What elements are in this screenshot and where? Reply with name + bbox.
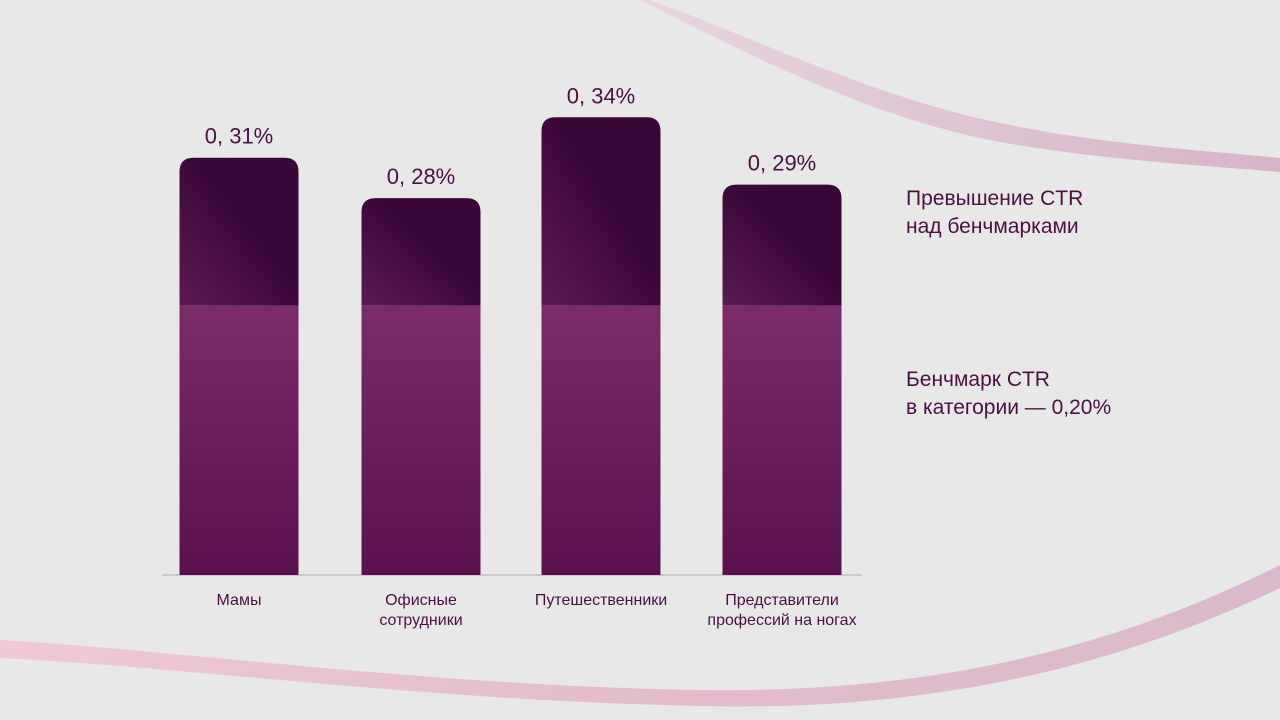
bar-value-label: 0, 31% — [205, 124, 274, 149]
bar-benchmark-segment — [361, 305, 481, 575]
legend-benchmark-line: в категории — 0,20% — [906, 396, 1112, 419]
x-tick-label: профессий на ногах — [707, 612, 856, 629]
bar-excess-segment — [179, 157, 299, 306]
legend-benchmark-line: Бенчмарк CTR — [906, 368, 1050, 391]
bar-excess-segment — [361, 198, 481, 306]
wave-bottom-decoration — [0, 565, 1280, 707]
value-labels-group: 0, 31% 0, 28% 0, 34% 0, 29% — [205, 83, 817, 189]
bar-excess-segment — [541, 117, 661, 306]
x-tick-label: сотрудники — [379, 612, 462, 629]
category-labels-group: Мамы Офисные сотрудники Путешественники Пред… — [217, 592, 857, 629]
x-tick-label: Представители — [725, 592, 839, 609]
x-tick-label: Мамы — [217, 592, 262, 609]
x-tick-label: Офисные — [385, 592, 457, 609]
legend-excess-line: над бенчмарками — [906, 215, 1079, 238]
bar-value-label: 0, 29% — [748, 151, 817, 176]
wave-top-decoration — [640, 0, 1280, 172]
bar-benchmark-segment — [722, 305, 842, 575]
legend-excess: Превышение CTR над бенчмарками — [906, 185, 1083, 241]
bar-excess-segment — [722, 184, 842, 306]
bar-benchmark-segment — [541, 305, 661, 575]
legend-benchmark: Бенчмарк CTR в категории — 0,20% — [906, 366, 1111, 422]
x-tick-label: Путешественники — [535, 592, 667, 609]
bar-value-label: 0, 34% — [567, 83, 636, 108]
bars-group — [179, 117, 842, 575]
legend-excess-line: Превышение CTR — [906, 187, 1084, 210]
bar-value-label: 0, 28% — [387, 164, 456, 189]
bar-benchmark-segment — [179, 305, 299, 575]
